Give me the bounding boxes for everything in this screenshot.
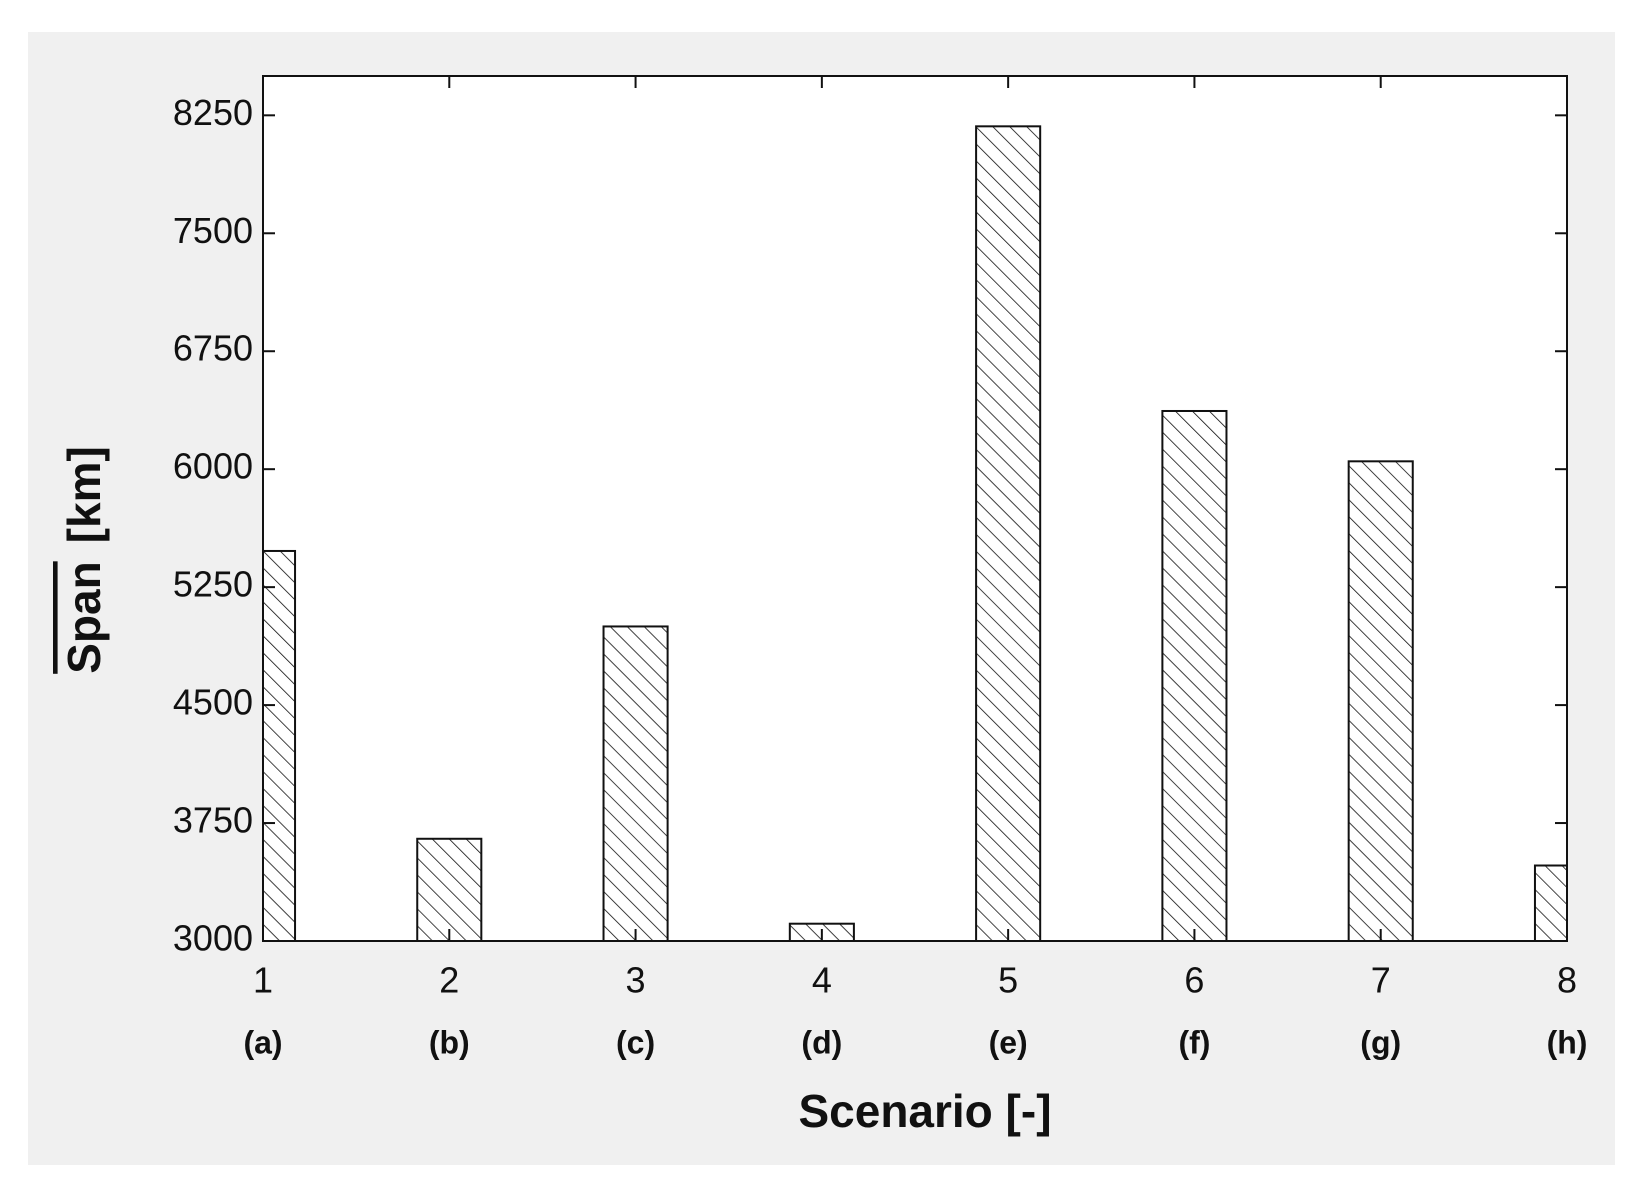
x-sublabel: (f) [1178,1024,1210,1060]
y-tick-label: 6000 [173,446,253,487]
bars [263,125,1567,941]
y-tick-label: 5250 [173,564,253,605]
bar [602,625,669,941]
x-sublabel: (b) [429,1024,470,1060]
x-tick-label: 5 [998,960,1018,1001]
x-sublabel: (d) [801,1024,842,1060]
x-sublabel: (h) [1547,1024,1588,1060]
y-axis-unit: [km] [58,446,110,543]
x-tick-label: 8 [1557,960,1577,1001]
y-axis-label: Span [km] [58,446,110,674]
bar [1347,460,1414,941]
x-sublabel: (a) [243,1024,282,1060]
bar [416,837,483,941]
x-tick-label: 2 [439,960,459,1001]
y-axis-symbol: Span [58,561,110,673]
y-tick-label: 7500 [173,210,253,251]
y-tick-label: 4500 [173,682,253,723]
y-tick-label: 3750 [173,800,253,841]
plot-frame [262,75,1568,942]
bar [1533,864,1567,941]
x-tick-label: 4 [812,960,832,1001]
bar [263,549,297,941]
y-tick-label: 6750 [173,328,253,369]
x-axis-label: Scenario [-] [798,1085,1051,1137]
x-sublabel: (c) [616,1024,655,1060]
y-tick-label: 3000 [173,918,253,959]
y-tick-label: 8250 [173,92,253,133]
x-sublabel: (e) [989,1024,1028,1060]
x-sublabel: (g) [1360,1024,1401,1060]
x-tick-label: 3 [626,960,646,1001]
bar [1161,409,1228,941]
x-tick-label: 7 [1371,960,1391,1001]
x-tick-label: 1 [253,960,273,1001]
bar [975,125,1042,941]
x-tick-label: 6 [1184,960,1204,1001]
